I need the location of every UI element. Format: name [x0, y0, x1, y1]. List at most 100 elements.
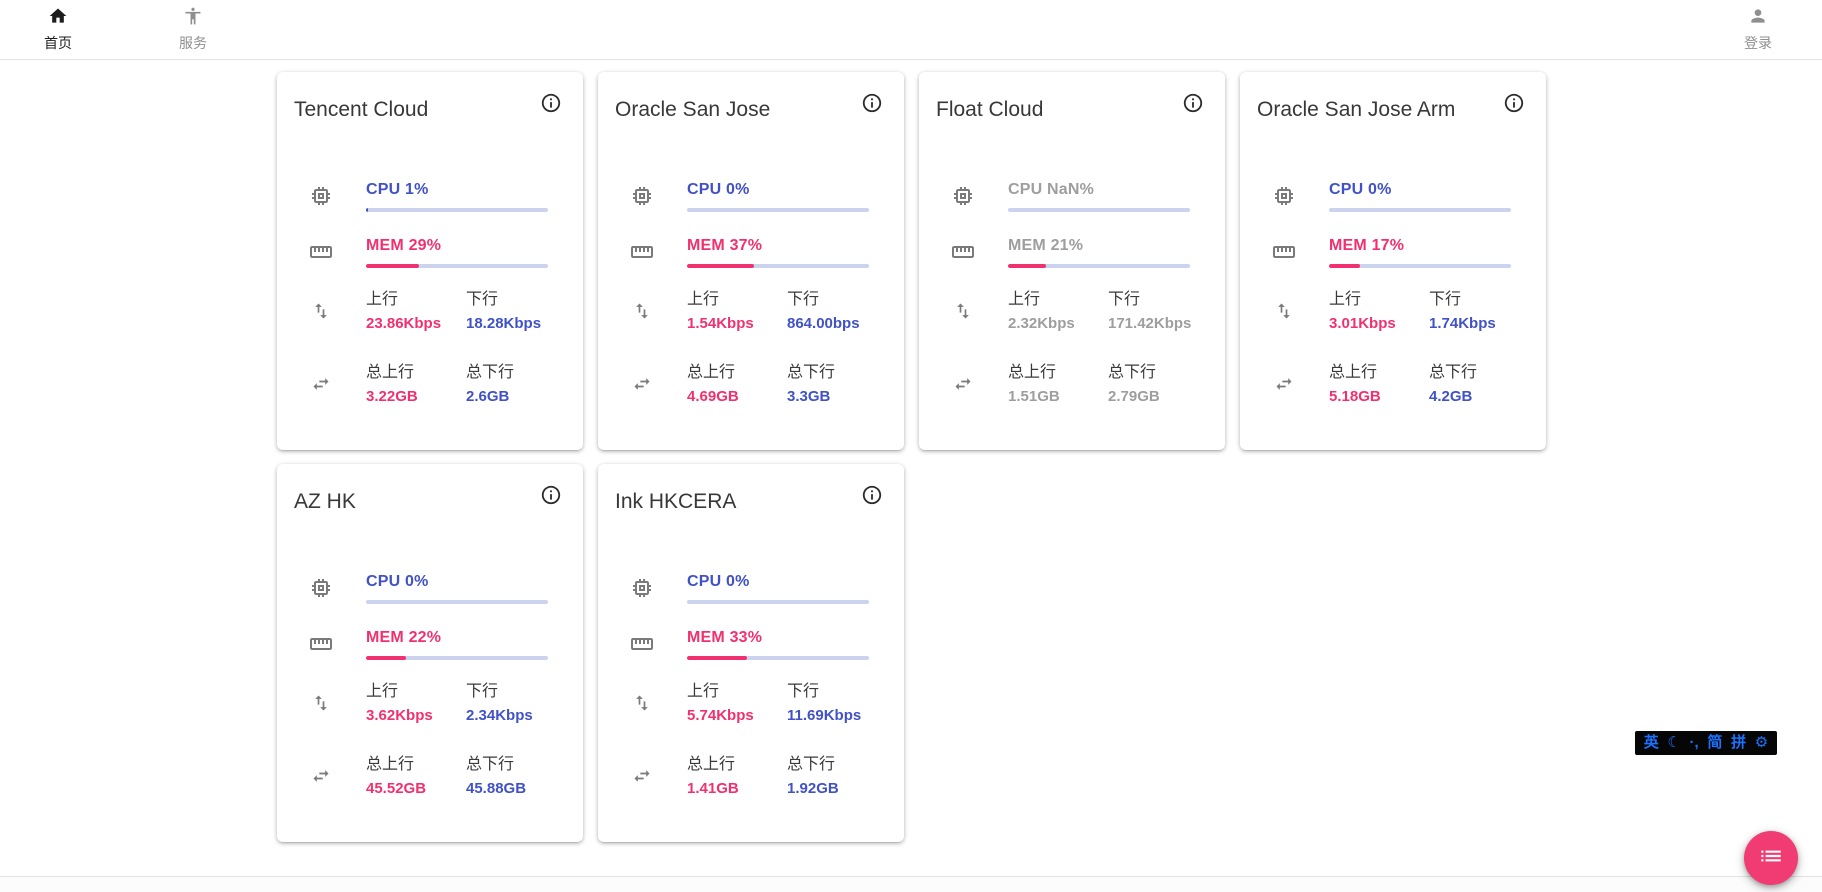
upload-label: 上行: [366, 683, 399, 700]
ime-language-toggle[interactable]: 英: [1643, 734, 1659, 751]
net-speed-row: 上行 1.54Kbps 下行 864.00bps: [598, 289, 904, 333]
gear-icon[interactable]: ⚙: [1754, 734, 1769, 751]
nav-item-services[interactable]: 服务: [167, 6, 219, 53]
total-upload-value: 5.18GB: [1329, 388, 1381, 405]
cpu-row: CPU 1%: [277, 180, 583, 212]
info-icon[interactable]: [539, 91, 563, 115]
total-download-label: 总下行: [787, 364, 836, 381]
upload-speed: 1.54Kbps: [687, 315, 754, 332]
download-speed: 864.00bps: [787, 315, 860, 332]
net-speed-row: 上行 3.01Kbps 下行 1.74Kbps: [1240, 289, 1546, 333]
upload-label: 上行: [687, 291, 720, 308]
server-stats: CPU 0% MEM 22%: [277, 572, 583, 798]
server-stats: CPU 0% MEM 33%: [598, 572, 904, 798]
info-icon[interactable]: [1502, 91, 1526, 115]
person-icon: [1748, 6, 1768, 31]
ruler-icon: [1272, 240, 1296, 264]
download-speed: 18.28Kbps: [466, 315, 542, 332]
swap-horiz-icon: [1272, 374, 1296, 394]
ruler-icon: [630, 240, 654, 264]
ime-simplified-toggle[interactable]: 简: [1707, 734, 1723, 751]
cpu-usage-label: CPU 0%: [1329, 181, 1392, 198]
server-stats: CPU 1% MEM 29%: [277, 180, 583, 406]
accessibility-icon: [183, 6, 203, 31]
mem-row: MEM 22%: [277, 628, 583, 660]
mem-row: MEM 21%: [919, 236, 1225, 268]
cpu-usage-label: CPU NaN%: [1008, 181, 1095, 198]
nav-item-home[interactable]: 首页: [32, 6, 84, 53]
cpu-chip-icon: [951, 184, 975, 208]
ime-toolbar: 英 ☾ ·, 简 拼 ⚙: [1635, 731, 1777, 755]
total-download-value: 3.3GB: [787, 388, 831, 405]
total-download-label: 总下行: [787, 756, 836, 773]
net-speed-row: 上行 23.86Kbps 下行 18.28Kbps: [277, 289, 583, 333]
upload-label: 上行: [687, 683, 720, 700]
mem-progress-bar: [1329, 264, 1511, 268]
cpu-chip-icon: [1272, 184, 1296, 208]
server-stats: CPU 0% MEM 17%: [1240, 180, 1546, 406]
ruler-icon: [630, 632, 654, 656]
info-icon[interactable]: [860, 91, 884, 115]
cpu-chip-icon: [309, 184, 333, 208]
total-upload-value: 1.41GB: [687, 780, 739, 797]
total-download-value: 45.88GB: [466, 780, 527, 797]
server-name: Oracle San Jose: [615, 98, 771, 121]
total-download-value: 4.2GB: [1429, 388, 1473, 405]
nav-home-label: 首页: [44, 35, 72, 51]
ime-punctuation-toggle[interactable]: ·,: [1689, 734, 1699, 751]
info-icon[interactable]: [860, 483, 884, 507]
nav-right-group: 登录: [1732, 6, 1784, 53]
download-label: 下行: [787, 291, 820, 308]
download-speed: 171.42Kbps: [1108, 315, 1192, 332]
cpu-usage-label: CPU 0%: [687, 181, 750, 198]
mem-progress-bar: [687, 656, 869, 660]
mem-progress-fill: [366, 264, 419, 268]
cpu-row: CPU NaN%: [919, 180, 1225, 212]
net-total-row: 总上行 1.41GB 总下行 1.92GB: [598, 754, 904, 798]
cpu-progress-bar: [687, 208, 869, 212]
cpu-usage-label: CPU 0%: [366, 573, 429, 590]
mem-row: MEM 17%: [1240, 236, 1546, 268]
mem-progress-fill: [687, 656, 748, 660]
download-label: 下行: [466, 683, 499, 700]
mem-progress-bar: [366, 656, 548, 660]
import-export-icon: [1272, 301, 1296, 321]
moon-icon[interactable]: ☾: [1667, 734, 1681, 751]
info-icon[interactable]: [539, 483, 563, 507]
total-download-label: 总下行: [1108, 364, 1157, 381]
upload-speed: 3.62Kbps: [366, 707, 433, 724]
server-name: Float Cloud: [936, 98, 1044, 121]
download-speed: 11.69Kbps: [787, 707, 862, 724]
mem-row: MEM 37%: [598, 236, 904, 268]
card-grid: Tencent Cloud CPU 1%: [277, 72, 1546, 842]
download-label: 下行: [787, 683, 820, 700]
upload-speed: 3.01Kbps: [1329, 315, 1396, 332]
cpu-usage-label: CPU 1%: [366, 181, 429, 198]
mem-usage-label: MEM 17%: [1329, 237, 1405, 254]
mem-progress-bar: [366, 264, 548, 268]
total-upload-value: 45.52GB: [366, 780, 427, 797]
net-total-row: 总上行 3.22GB 总下行 2.6GB: [277, 362, 583, 406]
ime-pinyin-toggle[interactable]: 拼: [1731, 734, 1747, 751]
nav-left-group: 首页 服务: [32, 6, 219, 53]
upload-speed: 2.32Kbps: [1008, 315, 1075, 332]
total-upload-label: 总上行: [687, 756, 736, 773]
cpu-row: CPU 0%: [598, 180, 904, 212]
mem-usage-label: MEM 33%: [687, 629, 763, 646]
mem-usage-label: MEM 21%: [1008, 237, 1084, 254]
nav-login-label: 登录: [1744, 35, 1772, 51]
total-upload-label: 总上行: [1008, 364, 1057, 381]
net-total-row: 总上行 45.52GB 总下行 45.88GB: [277, 754, 583, 798]
import-export-icon: [630, 693, 654, 713]
swap-horiz-icon: [309, 766, 333, 786]
server-name: Oracle San Jose Arm: [1257, 98, 1456, 121]
mem-row: MEM 33%: [598, 628, 904, 660]
download-speed: 1.74Kbps: [1429, 315, 1496, 332]
server-list-fab[interactable]: [1744, 831, 1798, 885]
net-speed-row: 上行 3.62Kbps 下行 2.34Kbps: [277, 681, 583, 725]
net-total-row: 总上行 4.69GB 总下行 3.3GB: [598, 362, 904, 406]
login-button[interactable]: 登录: [1732, 6, 1784, 53]
total-upload-label: 总上行: [366, 756, 415, 773]
server-card: AZ HK CPU 0% MEM: [277, 464, 583, 842]
info-icon[interactable]: [1181, 91, 1205, 115]
